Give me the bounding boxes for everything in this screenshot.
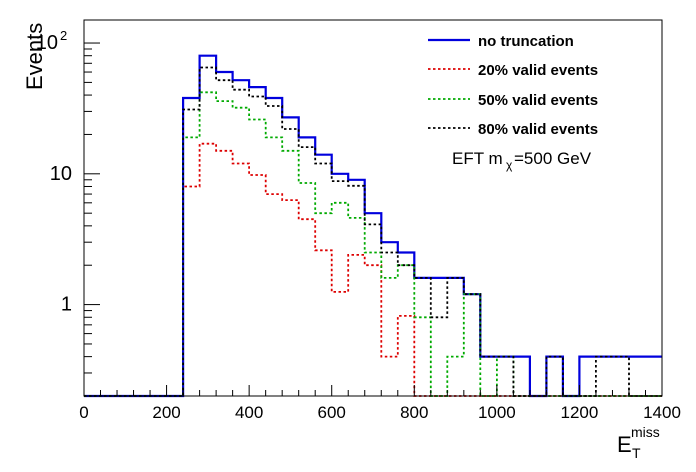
- svg-text:E: E: [617, 432, 632, 457]
- x-tick-label: 1400: [643, 403, 681, 422]
- series-line-1: [84, 142, 662, 397]
- y-tick-label: 10: [36, 32, 58, 54]
- eft-annotation: EFT m χ =500 GeV: [452, 149, 592, 172]
- annotation-rest: =500 GeV: [514, 149, 592, 168]
- x-tick-label: 600: [318, 403, 346, 422]
- x-tick-label: 0: [79, 403, 88, 422]
- svg-text:EFT m: EFT m: [452, 149, 503, 168]
- x-tick-label: 400: [235, 403, 263, 422]
- legend-label: 50% valid events: [478, 92, 598, 109]
- x-tick-label: 1200: [561, 403, 599, 422]
- y-tick-label: 10: [50, 163, 72, 185]
- series-line-3: [84, 66, 662, 397]
- y-tick-label: 1: [61, 294, 72, 316]
- x-axis-ticks: 0 200 400 600 800 1000 1200 1400: [79, 385, 681, 422]
- x-axis-label: E T miss: [617, 424, 660, 461]
- y-tick-label-exponent: 2: [60, 28, 67, 43]
- legend: no truncation 20% valid events 50% valid e…: [428, 33, 598, 138]
- x-axis-label-sup: miss: [631, 424, 660, 440]
- series-line-0: [84, 54, 662, 398]
- legend-label: 80% valid events: [478, 121, 598, 138]
- plot-frame: [83, 19, 663, 397]
- x-axis-label-main: E: [617, 432, 632, 457]
- legend-label: no truncation: [478, 33, 574, 50]
- x-tick-label: 1000: [478, 403, 516, 422]
- x-tick-label: 200: [152, 403, 180, 422]
- annotation-text: EFT m: [452, 149, 503, 168]
- annotation-sub: χ: [506, 158, 513, 172]
- x-axis-label-sub: T: [632, 445, 641, 461]
- y-axis-label: Events: [22, 23, 47, 90]
- x-tick-label: 800: [400, 403, 428, 422]
- legend-label: 20% valid events: [478, 62, 598, 79]
